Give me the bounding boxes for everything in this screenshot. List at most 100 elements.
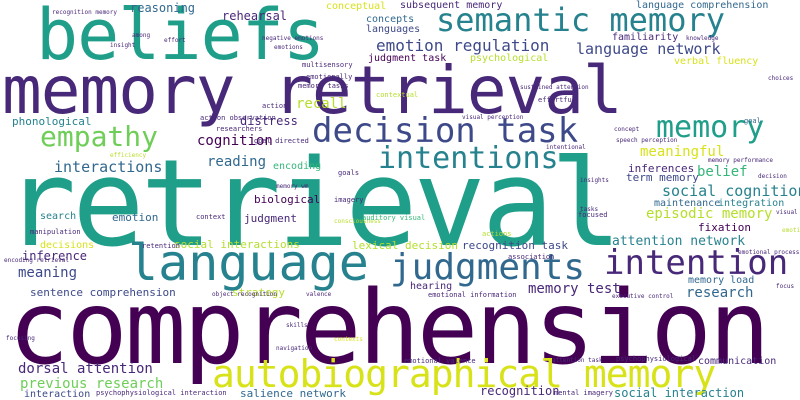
- word-language-comprehension: language comprehension: [636, 0, 769, 11]
- word-decisions: decisions: [40, 240, 95, 251]
- word-focus: focus: [776, 283, 795, 290]
- word-episodic-memory: episodic memory: [646, 206, 773, 222]
- word-fixation: fixation: [698, 221, 751, 234]
- word-belief: belief: [697, 164, 748, 180]
- word-emotional-information: emotional information: [428, 291, 517, 299]
- word-salience-network: salience network: [240, 387, 346, 400]
- word-sentence-comprehension: sentence comprehension: [30, 286, 176, 299]
- word-comprehension: comprehension: [8, 269, 770, 388]
- word-memory-performance: memory performance: [708, 157, 774, 164]
- word-memory-test: memory test: [528, 281, 621, 297]
- word-emotion: emotion: [112, 211, 159, 224]
- word-communication: communication: [698, 356, 777, 367]
- word-recognition-task: recognition task: [462, 239, 568, 252]
- word-retention: retention: [142, 242, 180, 250]
- word-cognition: cognition: [197, 133, 273, 149]
- word-focused: focused: [578, 211, 608, 219]
- word-recognition-memory: recognition memory: [52, 9, 118, 16]
- word-encoding: encoding: [273, 161, 322, 172]
- word-psychological: psychological: [470, 53, 549, 64]
- word-manipulation: manipulation: [30, 228, 81, 236]
- word-among: among: [132, 32, 151, 39]
- word-goal: goal: [744, 117, 761, 125]
- word-consciousness: consciousness: [334, 218, 381, 225]
- word-visual: visual: [776, 209, 798, 216]
- word-knowledge: knowledge: [686, 35, 719, 42]
- word-research: research: [686, 285, 754, 301]
- word-empathy: empathy: [40, 120, 159, 153]
- word-beliefs: beliefs: [36, 0, 325, 76]
- word-languages: languages: [366, 24, 421, 35]
- word-sustained-attention: sustained attention: [520, 84, 589, 91]
- word-concepts: concepts: [366, 14, 415, 25]
- word-intentions: intentions: [378, 141, 559, 176]
- word-visual-perception: visual perception: [462, 114, 524, 121]
- word-interaction: interaction: [24, 389, 91, 400]
- word-inference: inference: [22, 249, 88, 263]
- word-emotional-processing: emotional processing: [738, 249, 800, 256]
- word-social-cognition: social cognition: [662, 182, 800, 200]
- word-psychophysiological-interaction: psychophysiological interaction: [96, 389, 227, 397]
- word-encoding-retrieval: encoding retrieval: [4, 257, 70, 264]
- word-context: context: [196, 213, 226, 221]
- word-tasks: tasks: [580, 206, 599, 213]
- word-interactions: interactions: [54, 158, 163, 176]
- word-contextual: contextual: [376, 91, 419, 99]
- word-navigation: navigation: [276, 345, 313, 352]
- word-emotions: emotions: [274, 44, 303, 51]
- word-phonological: phonological: [12, 115, 92, 128]
- word-judgments: judgments: [390, 247, 586, 288]
- word-social-interaction: social interaction: [614, 386, 745, 400]
- word-concept: concept: [614, 126, 640, 133]
- word-retrieval: retrieval: [4, 135, 622, 274]
- word-action-observation: action observation: [200, 114, 276, 122]
- word-decision: decision: [758, 173, 787, 180]
- word-imagery: imagery: [334, 196, 364, 204]
- word-familiarity: familiarity: [612, 32, 679, 43]
- word-integration: integration: [718, 198, 785, 209]
- word-language: language: [128, 234, 369, 292]
- word-previous-research: previous research: [20, 376, 164, 392]
- word-recognition: recognition: [480, 384, 560, 398]
- word-object-recognition: object recognition: [212, 291, 278, 298]
- word-inferences: inferences: [628, 162, 695, 175]
- word-memory-load: memory load: [688, 275, 755, 286]
- word-conceptual: conceptual: [326, 1, 387, 12]
- word-memory: memory: [656, 110, 765, 145]
- word-efficiency: efficiency: [110, 152, 147, 159]
- word-skills: skills: [286, 322, 308, 329]
- word-intention: intention: [604, 243, 789, 283]
- word-association: association: [508, 253, 555, 261]
- word-intentional: intentional: [546, 144, 586, 151]
- word-auditory-visual: auditory visual: [362, 214, 426, 222]
- word-emotional-valence: emotional valence: [404, 357, 476, 365]
- word-choices: choices: [768, 75, 794, 82]
- word-memory-retrieval: memory retrieval: [2, 52, 623, 129]
- word-subsequent-memory: subsequent memory: [400, 0, 503, 11]
- word-focusing: focusing: [6, 335, 35, 342]
- word-biological: biological: [254, 193, 321, 206]
- word-negative-emotions: negative emotions: [262, 35, 324, 42]
- word-executive-control: executive control: [612, 293, 674, 300]
- word-insight: insight: [110, 42, 136, 49]
- word-speech-perception: speech perception: [616, 137, 678, 144]
- word-social-interactions: social interactions: [174, 238, 300, 251]
- word-dorsal-attention: dorsal attention: [18, 361, 153, 377]
- word-lexical-decision: lexical decision: [352, 239, 458, 252]
- word-verbal-fluency: verbal fluency: [674, 56, 759, 67]
- word-emotionally: emotionally: [306, 73, 353, 81]
- word-rehearsal: rehearsal: [222, 9, 288, 23]
- word-emotion-regulation: emotion regulation: [376, 36, 550, 55]
- word-goal-directed: goal directed: [254, 137, 309, 145]
- word-meaning: meaning: [18, 265, 78, 281]
- word-attention-task: attention task: [552, 357, 603, 364]
- word-language-network: language network: [576, 40, 721, 58]
- word-hearing: hearing: [410, 281, 453, 292]
- word-actions: actions: [482, 230, 512, 238]
- word-insights: insights: [580, 177, 609, 184]
- word-memory-tasks: memory tasks: [298, 82, 349, 90]
- word-mental-imagery: mental imagery: [554, 389, 614, 397]
- word-emotional: emotional: [782, 227, 800, 234]
- word-goals: goals: [338, 169, 360, 177]
